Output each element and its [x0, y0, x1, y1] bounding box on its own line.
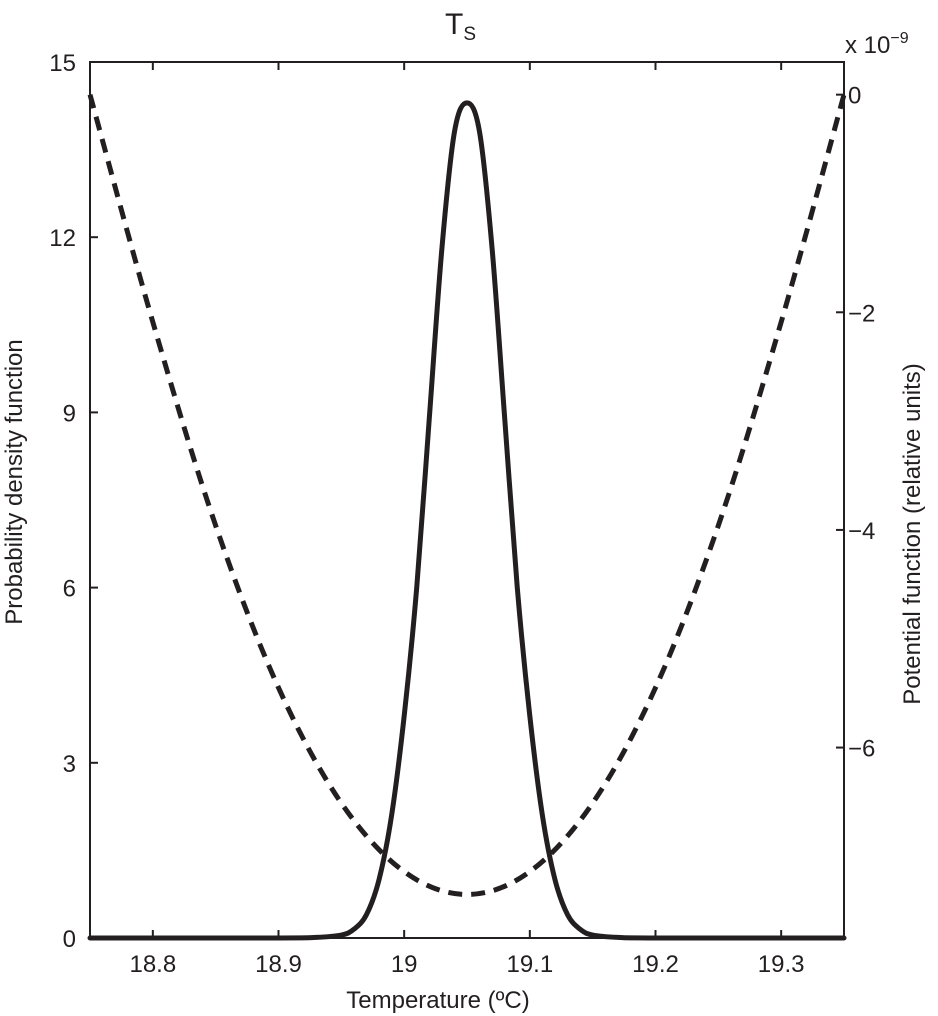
- y-right-tick-label: −2: [848, 300, 875, 327]
- plot-frame: [89, 61, 845, 939]
- x-tick-label: 18.8: [129, 951, 176, 978]
- right-axis-multiplier-base: x 10: [845, 32, 890, 59]
- x-tick-label: 19.3: [758, 951, 805, 978]
- ticks-layer: 18.8 18.9 19 19.1 19.2 19.3 0 3 6 9 12 15 0 −2 −4 −6: [49, 50, 875, 978]
- right-axis-multiplier-exponent: −9: [890, 30, 908, 47]
- x-tick-label: 19: [391, 951, 418, 978]
- right-axis-multiplier: x 10−9: [845, 30, 909, 59]
- x-tick-label: 19.2: [632, 951, 679, 978]
- y-left-tick-label: 0: [63, 926, 76, 953]
- x-tick-label: 19.1: [506, 951, 553, 978]
- chart-title: TS: [445, 8, 476, 45]
- y-left-axis-label: Probability density function: [1, 339, 28, 625]
- potential-function-line: [87, 93, 847, 897]
- y-right-axis-label: Potential function (relative units): [899, 363, 926, 705]
- chart-title-subscript: S: [463, 24, 476, 45]
- y-right-tick-label: 0: [848, 83, 861, 110]
- series-layer: [87, 93, 847, 941]
- y-left-tick-label: 15: [49, 50, 76, 77]
- chart-title-main: T: [445, 8, 463, 41]
- x-axis-label: Temperature (ºC): [346, 987, 529, 1014]
- x-tick-label: 18.9: [255, 951, 302, 978]
- y-right-tick-label: −4: [848, 518, 875, 545]
- y-left-tick-label: 3: [63, 751, 76, 778]
- y-left-tick-label: 6: [63, 576, 76, 603]
- y-right-tick-label: −6: [848, 736, 875, 763]
- probability-density-line: [87, 100, 847, 941]
- y-left-tick-label: 12: [49, 225, 76, 252]
- y-left-tick-label: 9: [63, 400, 76, 427]
